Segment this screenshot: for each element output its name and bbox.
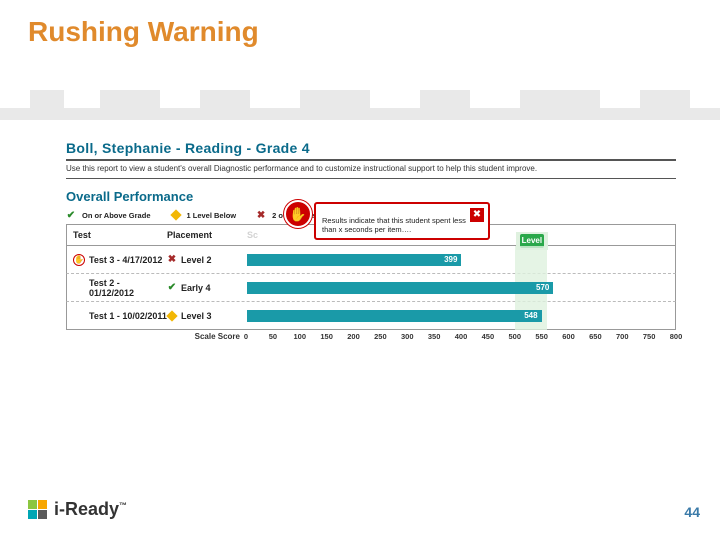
- diamond-icon: [167, 311, 177, 321]
- axis-tick: 350: [428, 332, 441, 341]
- axis-tick: 250: [374, 332, 387, 341]
- x-icon: ✖: [256, 210, 266, 220]
- legend-one-below: 1 Level Below: [187, 211, 237, 220]
- axis-tick: 150: [320, 332, 333, 341]
- axis-tick: 400: [455, 332, 468, 341]
- axis-tick: 450: [482, 332, 495, 341]
- test-name: Test 1 - 10/02/2011: [89, 311, 167, 321]
- placement-value: Early 4: [181, 283, 211, 293]
- table-row: Test 2 - 01/12/2012✔ Early 4 570: [66, 274, 676, 302]
- axis-tick: 500: [508, 332, 521, 341]
- check-icon: ✔: [167, 283, 177, 293]
- axis-tick: 700: [616, 332, 629, 341]
- score-value: 570: [536, 281, 549, 295]
- axis-tick: 300: [401, 332, 414, 341]
- axis-label: Scale Score: [66, 332, 246, 346]
- axis-tick: 800: [670, 332, 683, 341]
- x-icon: ✖: [167, 255, 177, 265]
- col-test: Test: [67, 230, 167, 240]
- report-panel: Boll, Stephanie - Reading - Grade 4 Use …: [66, 140, 676, 346]
- placement-value: Level 3: [181, 311, 212, 321]
- col-scale: Sc Level 4: [247, 230, 675, 240]
- score-value: 548: [524, 309, 537, 323]
- check-icon: ✔: [66, 210, 76, 220]
- page-number: 44: [684, 504, 700, 520]
- axis-tick: 100: [293, 332, 306, 341]
- cube-icon: [28, 500, 48, 520]
- col-placement: Placement: [167, 230, 247, 240]
- axis-tick: 600: [562, 332, 575, 341]
- placement-value: Level 2: [181, 255, 212, 265]
- close-icon[interactable]: ✖: [470, 208, 484, 222]
- axis-tick: 200: [347, 332, 360, 341]
- iready-logo: i-Ready™: [28, 499, 127, 520]
- stop-icon: ✋: [284, 200, 312, 228]
- table-row: ✋ Test 3 - 4/17/2012 ✖ Level 2 399: [66, 246, 676, 274]
- score-bar: 570: [247, 282, 553, 294]
- tm-icon: ™: [119, 501, 127, 510]
- diamond-icon: [171, 210, 181, 220]
- legend-on-above: On or Above Grade: [82, 211, 151, 220]
- axis-tick: 550: [535, 332, 548, 341]
- score-bar: 548: [247, 310, 542, 322]
- axis-tick: 650: [589, 332, 602, 341]
- student-heading: Boll, Stephanie - Reading - Grade 4: [66, 140, 676, 156]
- decorative-blocks: [0, 80, 720, 124]
- score-value: 399: [444, 253, 457, 267]
- table-row: Test 1 - 10/02/2011 Level 3 548: [66, 302, 676, 330]
- score-bar: 399: [247, 254, 461, 266]
- axis-tick: 50: [269, 332, 277, 341]
- slide-title: Rushing Warning: [28, 16, 259, 48]
- test-name: Test 3 - 4/17/2012: [89, 255, 162, 265]
- axis-tick: 750: [643, 332, 656, 341]
- axis-tick: 0: [244, 332, 248, 341]
- report-description: Use this report to view a student's over…: [66, 161, 676, 179]
- logo-text: i-Ready: [54, 499, 119, 519]
- warn-icon: ✋: [73, 254, 85, 266]
- axis: Scale Score 0 50 100 150 200 250 300 350 400 450 5…: [66, 332, 676, 346]
- test-name: Test 2 - 01/12/2012: [89, 278, 167, 298]
